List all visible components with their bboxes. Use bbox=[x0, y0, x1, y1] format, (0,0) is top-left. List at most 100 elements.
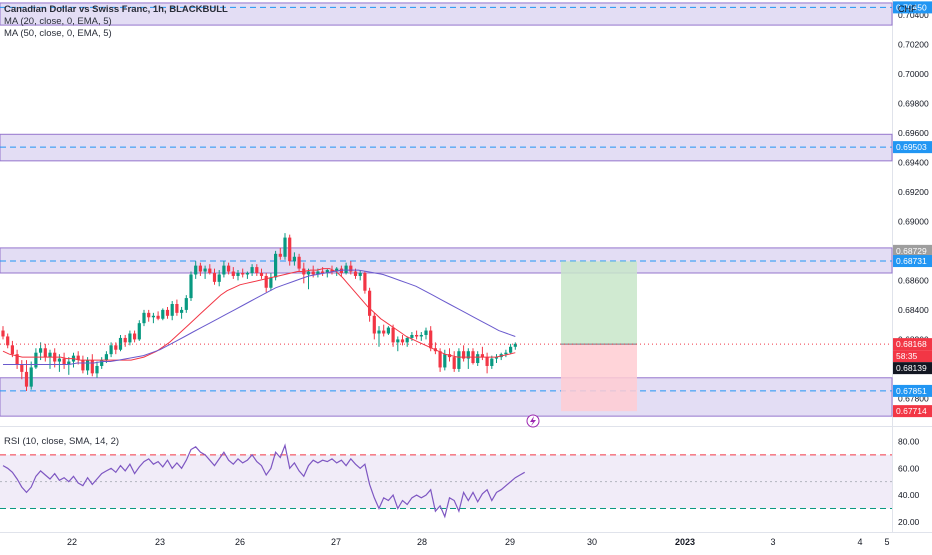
candle bbox=[151, 312, 155, 324]
candle bbox=[382, 324, 386, 337]
candle-body bbox=[297, 256, 301, 269]
candle bbox=[485, 352, 489, 374]
candle-body bbox=[67, 361, 71, 365]
rsi-tick-label: 80.00 bbox=[898, 436, 920, 446]
axes: 0.70400 0.70200 0.70000 0.69800 0.69600 0.694… bbox=[67, 1, 932, 547]
candle-body bbox=[24, 371, 29, 387]
time-tick-label: 22 bbox=[67, 537, 77, 547]
rsi-tick-label: 40.00 bbox=[898, 490, 920, 500]
candle-body bbox=[504, 352, 508, 355]
price-tick-label: 0.68600 bbox=[898, 275, 929, 285]
candle bbox=[278, 247, 282, 260]
candle-body bbox=[43, 348, 47, 358]
price-tick-label: 0.70200 bbox=[898, 39, 929, 49]
position-tool[interactable] bbox=[561, 261, 637, 412]
candle bbox=[274, 250, 278, 281]
candle bbox=[283, 233, 287, 260]
ma20-legend[interactable]: MA (20, close, 0, EMA, 5) bbox=[4, 16, 112, 27]
candle bbox=[90, 354, 94, 377]
candle-body bbox=[358, 273, 362, 276]
candle-body bbox=[133, 333, 137, 340]
candle bbox=[471, 348, 475, 365]
time-tick-label: 30 bbox=[587, 537, 597, 547]
candle bbox=[368, 287, 372, 322]
candle-body bbox=[339, 268, 343, 274]
candle bbox=[400, 334, 405, 346]
candle bbox=[509, 343, 513, 355]
candle bbox=[292, 252, 296, 266]
price-badge-text: 0.69503 bbox=[896, 142, 927, 152]
candle bbox=[48, 349, 52, 369]
candle bbox=[297, 253, 301, 272]
currency-label: CHF bbox=[898, 4, 917, 14]
candle bbox=[227, 262, 231, 275]
ma20-line bbox=[2, 268, 516, 361]
candle bbox=[6, 333, 10, 349]
ma50-legend[interactable]: MA (50, close, 0, EMA, 5) bbox=[4, 28, 112, 39]
candle bbox=[43, 343, 47, 362]
candle-body bbox=[1, 330, 5, 337]
price-tick-label: 0.70000 bbox=[898, 69, 929, 79]
candle-body bbox=[485, 357, 489, 366]
candle-body bbox=[274, 253, 278, 278]
candle bbox=[377, 326, 381, 347]
price-badge-bg bbox=[893, 141, 932, 154]
event-icon bbox=[526, 414, 540, 428]
time-tick-label: 2023 bbox=[675, 537, 695, 547]
candle-body bbox=[227, 265, 231, 272]
candle-body bbox=[386, 327, 390, 334]
candle-body bbox=[137, 323, 141, 340]
candle-body bbox=[415, 334, 419, 337]
candle-body bbox=[57, 358, 61, 362]
candle-body bbox=[189, 274, 193, 299]
price-tick-label: 0.69000 bbox=[898, 216, 929, 226]
time-tick-label: 28 bbox=[417, 537, 427, 547]
candle bbox=[288, 234, 292, 266]
rsi-legend[interactable]: RSI (10, close, SMA, 14, 2) bbox=[4, 436, 120, 447]
candle-body bbox=[48, 352, 52, 358]
candle-body bbox=[438, 351, 442, 368]
candle bbox=[217, 270, 221, 287]
symbol-title[interactable]: Canadian Dollar vs Swiss Franc, 1h, BLAC… bbox=[4, 4, 228, 15]
price-badge-bg bbox=[893, 338, 932, 351]
candle-body bbox=[165, 309, 170, 316]
candle-body bbox=[349, 265, 353, 272]
candle-body bbox=[175, 303, 179, 313]
candle bbox=[142, 309, 146, 327]
price-tick-label: 0.69400 bbox=[898, 157, 929, 167]
candle bbox=[490, 355, 494, 369]
price-tick-label: 0.67800 bbox=[898, 393, 929, 403]
candle-body bbox=[283, 237, 287, 257]
candle-body bbox=[316, 271, 320, 275]
price-badge: 0.68731 bbox=[893, 255, 932, 268]
price-badge: 0.67851 bbox=[893, 384, 932, 397]
candle bbox=[457, 348, 461, 372]
candle-body bbox=[363, 273, 367, 291]
candle-body bbox=[29, 367, 33, 387]
candle bbox=[344, 262, 348, 275]
price-badge: 0.69503 bbox=[893, 141, 932, 154]
candle-body bbox=[184, 298, 188, 310]
candle bbox=[241, 268, 245, 278]
candle bbox=[349, 261, 353, 275]
candle-body bbox=[6, 336, 10, 346]
candle-body bbox=[353, 271, 358, 276]
candle-body bbox=[396, 339, 400, 343]
candle-body bbox=[114, 345, 118, 350]
candle-body bbox=[194, 265, 198, 275]
time-tick-label: 4 bbox=[857, 537, 862, 547]
price-badge: 0.68168 bbox=[893, 338, 932, 351]
price-badge-bg bbox=[893, 244, 932, 257]
candle bbox=[71, 352, 76, 368]
candle bbox=[161, 308, 165, 321]
sr-zone-2 bbox=[0, 247, 893, 274]
rsi-line bbox=[2, 443, 525, 519]
candle bbox=[236, 270, 240, 281]
price-badge: 0.68139 bbox=[893, 362, 932, 375]
candle-body bbox=[212, 273, 217, 282]
candle-body bbox=[95, 365, 99, 374]
profit-zone bbox=[561, 261, 637, 345]
candle-body bbox=[443, 354, 447, 368]
candle-body bbox=[429, 330, 433, 349]
candle-body bbox=[466, 351, 470, 359]
